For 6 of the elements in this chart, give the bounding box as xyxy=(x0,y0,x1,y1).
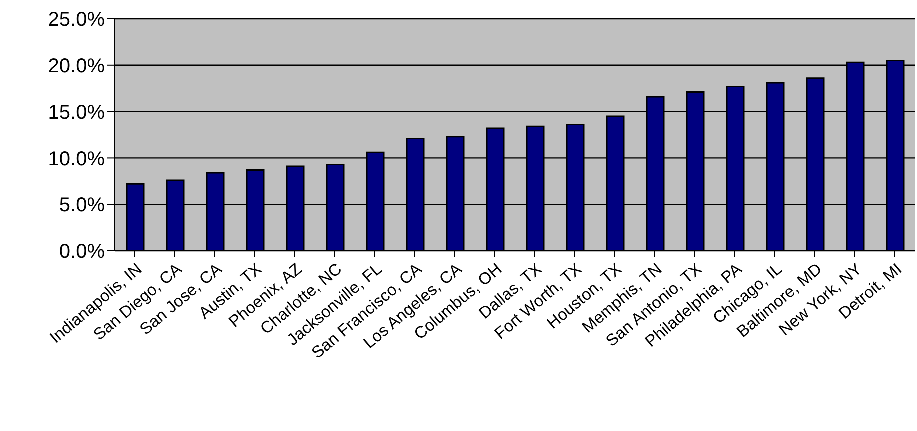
y-tick-label: 15.0% xyxy=(48,102,106,124)
y-tick-label: 20.0% xyxy=(48,56,106,78)
y-tick-label: 25.0% xyxy=(48,9,106,32)
y-tick-label: 10.0% xyxy=(48,148,106,170)
y-tick-label: 0.0% xyxy=(59,241,106,264)
y-tick-label: 5.0% xyxy=(59,194,106,217)
